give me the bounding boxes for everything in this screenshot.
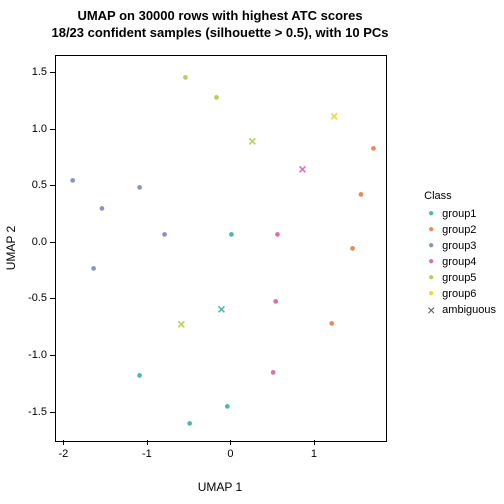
y-tick-label: 0.5 <box>20 179 47 191</box>
title-line-2: 18/23 confident samples (silhouette > 0.… <box>45 25 395 42</box>
data-point: ● <box>272 296 279 307</box>
y-tick-label: 1.0 <box>20 123 47 135</box>
x-tick-mark <box>230 440 231 445</box>
x-tick-mark <box>63 440 64 445</box>
circle-icon: ● <box>424 225 438 235</box>
x-axis-label: UMAP 1 <box>55 480 385 494</box>
circle-icon: ● <box>424 257 438 267</box>
legend-label: group5 <box>442 272 476 284</box>
legend: Class ● group1 ● group2 ● group3 ● group4 ● group… <box>424 190 496 318</box>
data-point: × <box>177 317 185 331</box>
data-point: ● <box>349 243 356 254</box>
legend-item: ● group3 <box>424 238 496 254</box>
circle-icon: ● <box>424 209 438 219</box>
data-point: ● <box>274 229 281 240</box>
data-point: ● <box>370 143 377 154</box>
legend-label: group3 <box>442 240 476 252</box>
data-point: ● <box>358 190 365 201</box>
cross-icon: × <box>424 303 438 317</box>
data-point: ● <box>136 183 143 194</box>
x-tick-label: 0 <box>227 448 233 460</box>
chart-container: UMAP on 30000 rows with highest ATC scor… <box>0 0 504 504</box>
data-point: ● <box>69 175 76 186</box>
data-point: × <box>248 134 256 148</box>
legend-item: ● group6 <box>424 286 496 302</box>
y-tick-mark <box>50 185 55 186</box>
y-tick-mark <box>50 242 55 243</box>
x-tick-mark <box>314 440 315 445</box>
data-point: × <box>330 109 338 123</box>
legend-item: ● group2 <box>424 222 496 238</box>
y-tick-label: -1.0 <box>20 349 47 361</box>
circle-icon: ● <box>424 241 438 251</box>
y-tick-mark <box>50 355 55 356</box>
legend-item: ● group4 <box>424 254 496 270</box>
x-tick-label: -2 <box>58 448 68 460</box>
legend-label: group6 <box>442 288 476 300</box>
data-point: ● <box>228 229 235 240</box>
y-axis-label: UMAP 2 <box>2 55 20 440</box>
circle-icon: ● <box>424 289 438 299</box>
legend-label: group4 <box>442 256 476 268</box>
data-point: ● <box>213 92 220 103</box>
data-point: ● <box>90 263 97 274</box>
title-line-1: UMAP on 30000 rows with highest ATC scor… <box>45 8 395 25</box>
data-point: × <box>217 302 225 316</box>
legend-label: ambiguous <box>442 304 496 316</box>
data-point: ● <box>270 368 277 379</box>
legend-label: group2 <box>442 224 476 236</box>
plot-area: ● ● ● ● ● ● ● ● × ● × ● ● × ● ● ● × × ● ● ● ● <box>55 55 387 442</box>
legend-item: ● group1 <box>424 206 496 222</box>
legend-label: group1 <box>442 208 476 220</box>
data-point: × <box>298 162 306 176</box>
y-tick-mark <box>50 129 55 130</box>
data-point: ● <box>136 371 143 382</box>
y-tick-label: -0.5 <box>20 292 47 304</box>
legend-item: × ambiguous <box>424 302 496 318</box>
data-point: ● <box>182 72 189 83</box>
legend-title: Class <box>424 190 496 202</box>
data-point: ● <box>224 402 231 413</box>
y-tick-mark <box>50 298 55 299</box>
legend-item: ● group5 <box>424 270 496 286</box>
x-tick-label: -1 <box>142 448 152 460</box>
data-point: ● <box>328 319 335 330</box>
data-point: ● <box>186 419 193 430</box>
y-tick-label: 0.0 <box>20 236 47 248</box>
chart-title: UMAP on 30000 rows with highest ATC scor… <box>45 8 395 42</box>
circle-icon: ● <box>424 273 438 283</box>
y-tick-mark <box>50 72 55 73</box>
y-tick-label: 1.5 <box>20 66 47 78</box>
x-tick-label: 1 <box>311 448 317 460</box>
y-tick-label: -1.5 <box>20 406 47 418</box>
x-tick-mark <box>147 440 148 445</box>
y-tick-mark <box>50 412 55 413</box>
data-point: ● <box>99 203 106 214</box>
data-point: ● <box>161 229 168 240</box>
